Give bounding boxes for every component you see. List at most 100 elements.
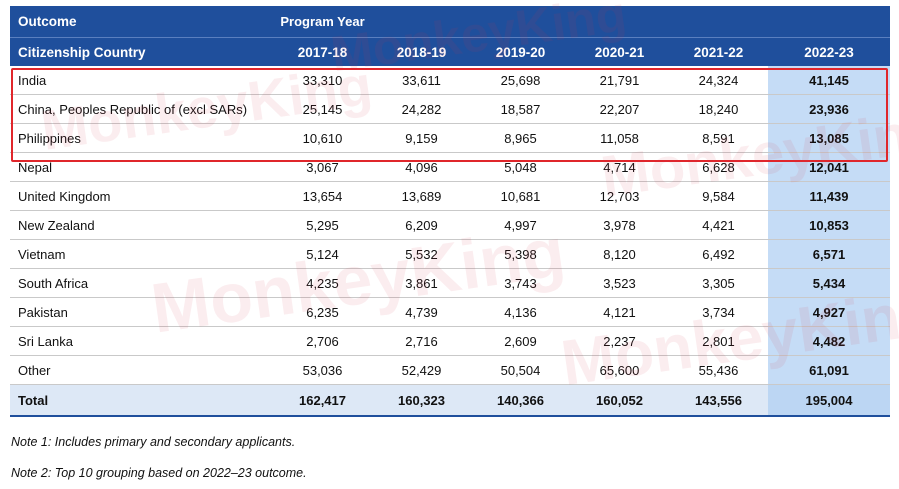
value-cell: 2,801 (669, 326, 768, 356)
value-cell: 6,209 (372, 210, 471, 240)
highlight-value-cell: 23,936 (768, 94, 890, 124)
country-cell: Vietnam (10, 239, 273, 269)
citizenship-country-header: Citizenship Country (10, 37, 273, 66)
value-cell: 3,523 (570, 268, 669, 298)
value-cell: 53,036 (273, 355, 372, 385)
value-cell: 4,739 (372, 297, 471, 327)
value-cell: 8,591 (669, 123, 768, 153)
table-row: United Kingdom 13,654 13,689 10,681 12,703 9,… (10, 181, 890, 211)
value-cell: 65,600 (570, 355, 669, 385)
table-row: Sri Lanka 2,706 2,716 2,609 2,237 2,801 4,482 (10, 326, 890, 356)
value-cell: 3,067 (273, 152, 372, 182)
value-cell: 25,698 (471, 66, 570, 95)
value-cell: 52,429 (372, 355, 471, 385)
total-value-cell: 160,052 (570, 384, 669, 417)
country-cell: Other (10, 355, 273, 385)
header-empty-cell (570, 6, 669, 38)
country-cell: Philippines (10, 123, 273, 153)
highlight-value-cell: 12,041 (768, 152, 890, 182)
header-row-2: Citizenship Country 2017-18 2018-19 2019… (10, 37, 890, 66)
value-cell: 10,681 (471, 181, 570, 211)
value-cell: 5,295 (273, 210, 372, 240)
value-cell: 6,628 (669, 152, 768, 182)
highlight-value-cell: 13,085 (768, 123, 890, 153)
year-header: 2021-22 (669, 37, 768, 66)
table-row: New Zealand 5,295 6,209 4,997 3,978 4,421 10,8… (10, 210, 890, 240)
highlight-value-cell: 5,434 (768, 268, 890, 298)
table-row: India 33,310 33,611 25,698 21,791 24,324 41,14… (10, 66, 890, 95)
value-cell: 12,703 (570, 181, 669, 211)
highlight-value-cell: 4,482 (768, 326, 890, 356)
total-value-cell: 160,323 (372, 384, 471, 417)
value-cell: 10,610 (273, 123, 372, 153)
value-cell: 5,398 (471, 239, 570, 269)
header-empty-cell (768, 6, 890, 38)
table-row: Philippines 10,610 9,159 8,965 11,058 8,591 13… (10, 123, 890, 153)
highlight-value-cell: 10,853 (768, 210, 890, 240)
header-row-1: Outcome Program Year (10, 6, 890, 38)
year-header: 2020-21 (570, 37, 669, 66)
total-value-cell: 162,417 (273, 384, 372, 417)
value-cell: 3,734 (669, 297, 768, 327)
value-cell: 4,235 (273, 268, 372, 298)
year-header: 2017-18 (273, 37, 372, 66)
highlight-value-cell: 6,571 (768, 239, 890, 269)
value-cell: 4,096 (372, 152, 471, 182)
value-cell: 3,743 (471, 268, 570, 298)
total-value-cell: 140,366 (471, 384, 570, 417)
table-row: Pakistan 6,235 4,739 4,136 4,121 3,734 4,927 (10, 297, 890, 327)
outcome-header: Outcome (10, 6, 273, 38)
value-cell: 4,714 (570, 152, 669, 182)
value-cell: 9,159 (372, 123, 471, 153)
value-cell: 11,058 (570, 123, 669, 153)
value-cell: 21,791 (570, 66, 669, 95)
value-cell: 2,609 (471, 326, 570, 356)
country-cell: India (10, 66, 273, 95)
value-cell: 2,706 (273, 326, 372, 356)
value-cell: 4,997 (471, 210, 570, 240)
value-cell: 2,716 (372, 326, 471, 356)
value-cell: 33,611 (372, 66, 471, 95)
note-1: Note 1: Includes primary and secondary a… (11, 435, 296, 449)
year-header: 2022-23 (768, 37, 890, 66)
table-body: India 33,310 33,611 25,698 21,791 24,324 41,14… (10, 66, 890, 417)
value-cell: 18,587 (471, 94, 570, 124)
program-year-header: Program Year (273, 6, 372, 38)
note-2: Note 2: Top 10 grouping based on 2022–23… (11, 466, 307, 480)
year-header: 2018-19 (372, 37, 471, 66)
value-cell: 5,124 (273, 239, 372, 269)
country-cell: United Kingdom (10, 181, 273, 211)
total-value-cell: 195,004 (768, 384, 890, 417)
table-row: Vietnam 5,124 5,532 5,398 8,120 6,492 6,571 (10, 239, 890, 269)
value-cell: 24,324 (669, 66, 768, 95)
value-cell: 55,436 (669, 355, 768, 385)
value-cell: 9,584 (669, 181, 768, 211)
value-cell: 4,121 (570, 297, 669, 327)
header-empty-cell (471, 6, 570, 38)
value-cell: 6,235 (273, 297, 372, 327)
country-cell: China, Peoples Republic of (excl SARs) (10, 94, 273, 124)
table-row: South Africa 4,235 3,861 3,743 3,523 3,305 5,4… (10, 268, 890, 298)
total-label: Total (10, 384, 273, 417)
header-empty-cell (669, 6, 768, 38)
country-cell: Pakistan (10, 297, 273, 327)
country-cell: South Africa (10, 268, 273, 298)
value-cell: 3,305 (669, 268, 768, 298)
country-cell: Nepal (10, 152, 273, 182)
outcome-table-container: Outcome Program Year Citizenship Country… (10, 6, 890, 417)
value-cell: 13,654 (273, 181, 372, 211)
value-cell: 50,504 (471, 355, 570, 385)
value-cell: 22,207 (570, 94, 669, 124)
total-row: Total 162,417 160,323 140,366 160,052 143,556… (10, 384, 890, 417)
value-cell: 8,965 (471, 123, 570, 153)
value-cell: 3,978 (570, 210, 669, 240)
table-header: Outcome Program Year Citizenship Country… (10, 6, 890, 66)
country-cell: Sri Lanka (10, 326, 273, 356)
value-cell: 3,861 (372, 268, 471, 298)
header-empty-cell (372, 6, 471, 38)
total-value-cell: 143,556 (669, 384, 768, 417)
value-cell: 2,237 (570, 326, 669, 356)
highlight-value-cell: 41,145 (768, 66, 890, 95)
table-row: Nepal 3,067 4,096 5,048 4,714 6,628 12,041 (10, 152, 890, 182)
value-cell: 8,120 (570, 239, 669, 269)
